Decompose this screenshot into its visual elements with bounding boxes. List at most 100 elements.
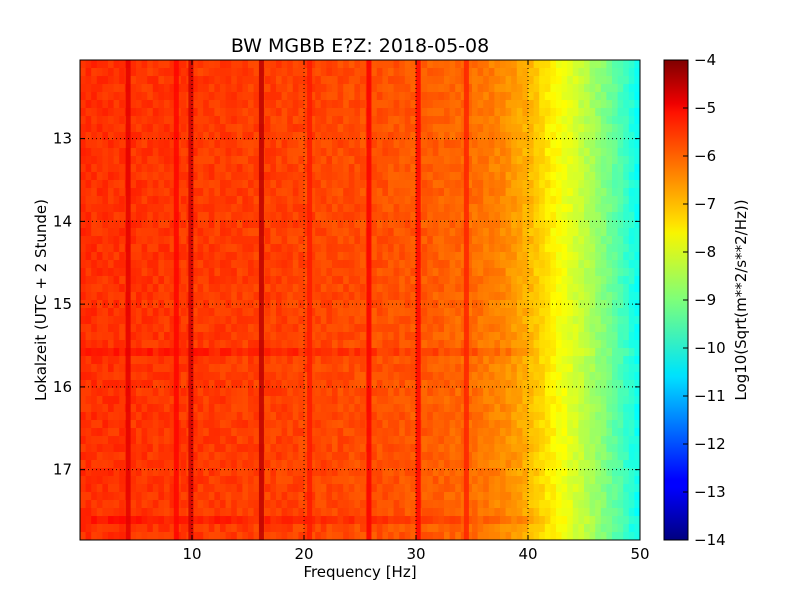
heatmap-cell xyxy=(169,60,176,69)
heatmap-cell xyxy=(119,260,126,269)
heatmap-cell xyxy=(589,404,596,413)
heatmap-cell xyxy=(337,164,344,173)
heatmap-cell xyxy=(158,444,165,453)
heatmap-cell xyxy=(488,372,495,381)
heatmap-cell xyxy=(91,108,98,117)
heatmap-cell xyxy=(410,404,417,413)
heatmap-cell xyxy=(192,452,199,461)
heatmap-cell xyxy=(119,420,126,429)
heatmap-cell xyxy=(494,188,501,197)
heatmap-cell xyxy=(623,308,630,317)
heatmap-cell xyxy=(393,332,400,341)
heatmap-cell xyxy=(337,428,344,437)
heatmap-cell xyxy=(287,428,294,437)
heatmap-cell xyxy=(567,276,574,285)
heatmap-cell xyxy=(561,228,568,237)
heatmap-cell xyxy=(80,68,87,77)
heatmap-cell xyxy=(298,276,305,285)
heatmap-cell xyxy=(343,76,350,85)
heatmap-cell xyxy=(343,244,350,253)
heatmap-cell xyxy=(628,180,635,189)
heatmap-cell xyxy=(388,212,395,221)
heatmap-cell xyxy=(85,404,92,413)
heatmap-cell xyxy=(539,180,546,189)
heatmap-cell xyxy=(516,388,523,397)
heatmap-cell xyxy=(410,228,417,237)
heatmap-cell xyxy=(192,324,199,333)
heatmap-cell xyxy=(315,284,322,293)
heatmap-cell xyxy=(309,420,316,429)
heatmap-cell xyxy=(516,236,523,245)
heatmap-cell xyxy=(455,204,462,213)
heatmap-cell xyxy=(410,356,417,365)
heatmap-cell xyxy=(612,276,619,285)
heatmap-cell xyxy=(595,220,602,229)
heatmap-cell xyxy=(309,284,316,293)
heatmap-cell xyxy=(147,116,154,125)
heatmap-cell xyxy=(292,332,299,341)
heatmap-cell xyxy=(152,364,159,373)
heatmap-cell xyxy=(421,172,428,181)
heatmap-cell xyxy=(612,100,619,109)
heatmap-cell xyxy=(427,148,434,157)
heatmap-cell xyxy=(567,220,574,229)
heatmap-cell xyxy=(617,100,624,109)
heatmap-cell xyxy=(276,396,283,405)
heatmap-cell xyxy=(544,420,551,429)
heatmap-cell xyxy=(567,252,574,261)
heatmap-cell xyxy=(292,100,299,109)
heatmap-cell xyxy=(472,60,479,69)
heatmap-cell xyxy=(376,116,383,125)
heatmap-cell xyxy=(253,140,260,149)
heatmap-cell xyxy=(421,92,428,101)
heatmap-cell xyxy=(298,252,305,261)
heatmap-cell xyxy=(130,348,137,357)
heatmap-cell xyxy=(264,204,271,213)
heatmap-cell xyxy=(421,132,428,141)
heatmap-cell xyxy=(595,156,602,165)
heatmap-cell xyxy=(522,364,529,373)
heatmap-cell xyxy=(612,340,619,349)
heatmap-cell xyxy=(348,412,355,421)
heatmap-cell xyxy=(393,188,400,197)
heatmap-cell xyxy=(404,356,411,365)
heatmap-cell xyxy=(343,388,350,397)
heatmap-cell xyxy=(113,308,120,317)
heatmap-cell xyxy=(410,164,417,173)
heatmap-cell xyxy=(287,372,294,381)
heatmap-cell xyxy=(102,108,109,117)
heatmap-cell xyxy=(242,300,249,309)
heatmap-cell xyxy=(225,332,232,341)
heatmap-cell xyxy=(108,172,115,181)
heatmap-cell xyxy=(500,116,507,125)
heatmap-cell xyxy=(119,412,126,421)
heatmap-cell xyxy=(270,220,277,229)
heatmap-cell xyxy=(348,300,355,309)
heatmap-cell xyxy=(276,180,283,189)
heatmap-cell xyxy=(472,220,479,229)
heatmap-cell xyxy=(539,372,546,381)
heatmap-cell xyxy=(511,236,518,245)
heatmap-cell xyxy=(606,196,613,205)
heatmap-cell xyxy=(589,140,596,149)
heatmap-cell xyxy=(511,172,518,181)
heatmap-cell xyxy=(533,292,540,301)
heatmap-cell xyxy=(197,412,204,421)
heatmap-cell xyxy=(332,260,339,269)
heatmap-cell xyxy=(147,412,154,421)
heatmap-cell xyxy=(96,260,103,269)
heatmap-cell xyxy=(276,220,283,229)
heatmap-cell xyxy=(455,292,462,301)
heatmap-cell xyxy=(494,396,501,405)
heatmap-cell xyxy=(164,260,171,269)
heatmap-cell xyxy=(292,260,299,269)
heatmap-cell xyxy=(427,76,434,85)
heatmap-cell xyxy=(348,332,355,341)
heatmap-cell xyxy=(488,68,495,77)
heatmap-cell xyxy=(617,196,624,205)
heatmap-cell xyxy=(595,196,602,205)
heatmap-cell xyxy=(287,292,294,301)
heatmap-cell xyxy=(522,100,529,109)
heatmap-cell xyxy=(214,100,221,109)
